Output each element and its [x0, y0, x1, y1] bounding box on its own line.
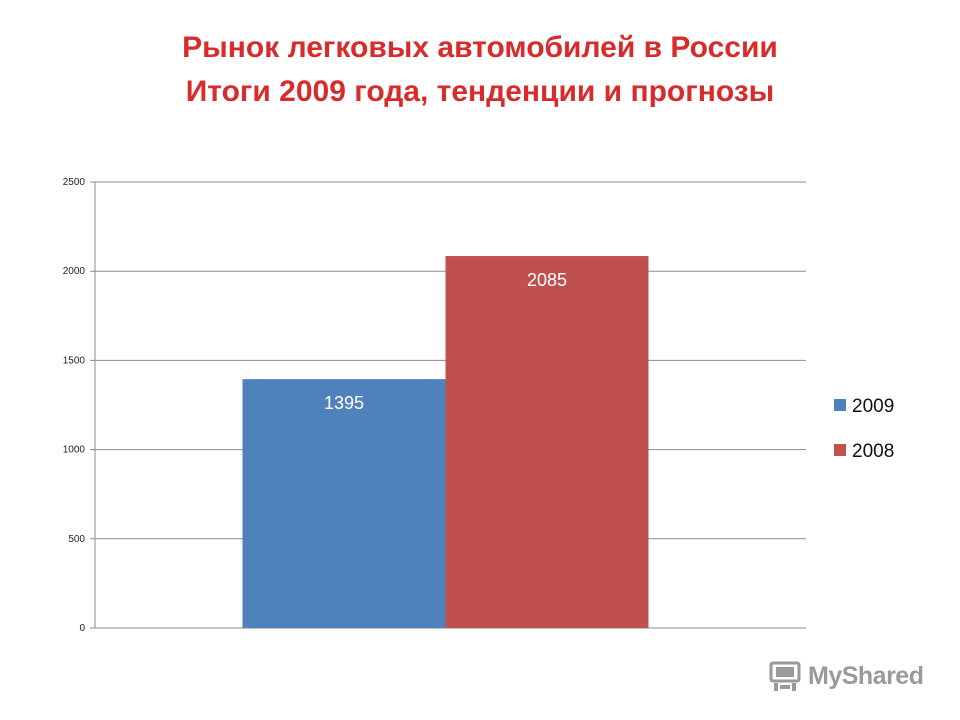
bar-2009: [242, 379, 446, 628]
y-tick-label: 1500: [63, 355, 86, 366]
watermark: MyShared: [768, 656, 924, 696]
y-tick-label: 2500: [63, 177, 86, 188]
y-tick-label: 0: [79, 623, 85, 634]
legend-label-2008: 2008: [852, 441, 894, 462]
legend-swatch-2008: [834, 444, 846, 456]
data-label-2009: 1395: [324, 393, 364, 413]
bar-2008: [445, 256, 649, 628]
y-tick-label: 1000: [63, 445, 86, 456]
watermark-text: MyShared: [808, 661, 924, 690]
title-line-2: Итоги 2009 года, тенденции и прогнозы: [185, 75, 775, 108]
y-tick-label: 2000: [63, 266, 86, 277]
y-tick-label: 500: [68, 534, 85, 545]
legend-label-2009: 2009: [852, 396, 894, 417]
myshared-logo-icon: [769, 661, 801, 691]
title-line-1: Рынок легковых автомобилей в России: [182, 31, 778, 64]
legend-swatch-2009: [834, 399, 846, 411]
chart-title: Рынок легковых автомобилей в России Итог…: [0, 26, 960, 114]
data-label-2008: 2085: [527, 270, 567, 290]
